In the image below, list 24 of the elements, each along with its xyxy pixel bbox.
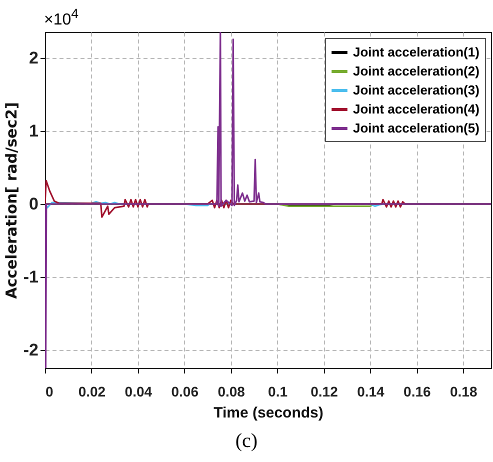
y-tick-label: -1 [23,267,38,286]
y-tick-label: 0 [29,194,38,214]
x-tick-label: 0 [46,384,54,400]
legend-label: Joint acceleration(1) [353,44,480,60]
y-tick-label: -2 [23,340,38,360]
x-tick-label: 0.18 [450,384,478,400]
legend-label: Joint acceleration(2) [353,64,480,78]
y-tick-label: 2 [29,48,38,68]
y-tick-label: 1 [29,122,38,141]
x-tick-label: 0.12 [310,384,338,400]
x-tick-label: 0.16 [404,384,432,400]
y-axis-title: Acceleration[ rad/sec2] [2,102,20,299]
x-tick-label: 0.1 [268,384,288,400]
x-tick-label: 0.08 [218,384,246,400]
text: ×10$^{4}$ [44,6,79,30]
legend-label: Joint acceleration(4) [353,102,480,116]
text: (c) [234,430,259,453]
x-axis-title: Time (seconds) [214,404,324,422]
x-tick-label: 0.06 [171,384,199,400]
x-tick-label: 0.02 [78,384,106,400]
x-tick-label: 0.04 [124,384,152,400]
legend-label: Joint acceleration(3) [353,82,480,98]
x-tick-label: 0.14 [357,384,385,400]
legend-label: Joint acceleration(5) [353,120,480,136]
